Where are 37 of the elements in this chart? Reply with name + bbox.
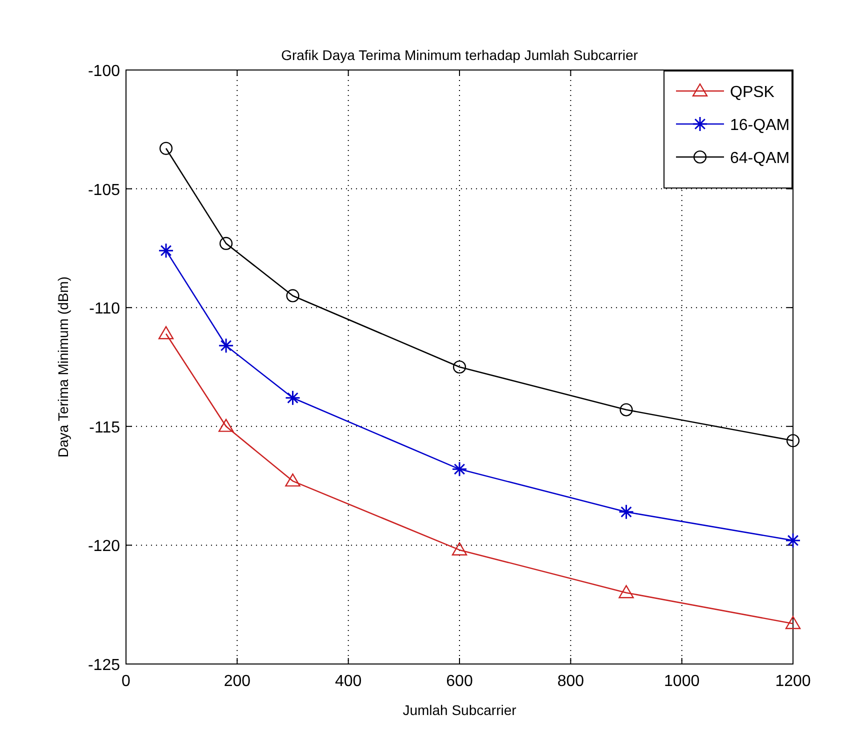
point [158,326,174,340]
legend-label: 16-QAM [730,117,790,134]
point [618,504,634,520]
y-axis-title: Daya Terima Minimum (dBm) [55,276,71,458]
point [285,390,300,406]
point [285,473,300,487]
point [452,542,468,556]
y-tick-label: -120 [88,538,120,556]
point [159,142,173,155]
x-tick-label: 800 [557,673,584,690]
point [452,360,466,374]
point [158,242,174,258]
chart-title: Grafik Daya Terima Minimum terhadap Jumlah Subcarrier [281,47,638,63]
point [785,616,801,630]
y-tick-label: -100 [88,63,120,80]
point [218,418,234,432]
x-tick-label: 600 [446,673,473,690]
x-tick-label: 400 [334,673,362,690]
point [286,289,300,302]
x-tick-label: 0 [122,673,131,690]
legend-label: 64-QAM [730,150,790,167]
point [620,403,633,416]
legend-label: QPSK [730,84,775,101]
point [786,434,800,448]
point [785,532,801,548]
x-tick-label: 1000 [664,673,700,690]
x-tick-label: 200 [224,673,251,690]
y-tick-label: -125 [88,657,120,674]
point [218,338,234,354]
y-tick-label: -115 [89,419,120,436]
point [618,585,634,598]
point [220,236,233,250]
y-tick-label: -105 [88,182,120,199]
x-axis-title: Jumlah Subcarrier [402,702,517,718]
y-tick-label: -110 [89,300,120,318]
x-tick-label: 1200 [775,673,811,690]
point [452,461,468,477]
